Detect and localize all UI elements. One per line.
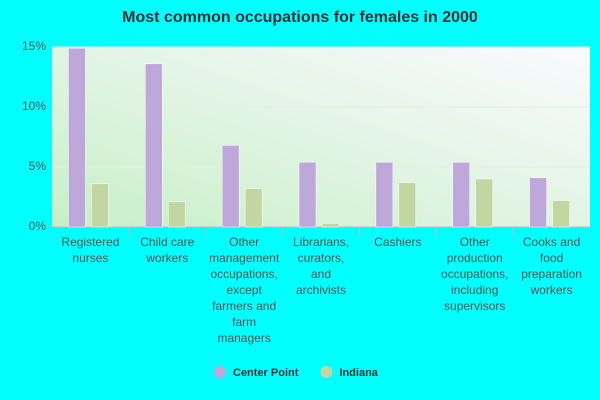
x-tick-label: Librarians, curators, and archivists [293, 235, 349, 297]
bar [168, 201, 186, 228]
legend-marker [214, 366, 226, 378]
x-tick-label: Cooks and food preparation workers [521, 235, 582, 297]
legend-label: Indiana [339, 367, 378, 379]
y-tick-label: 10% [22, 99, 46, 113]
bar [452, 161, 470, 228]
bar [68, 47, 86, 228]
bar [91, 183, 109, 228]
x-tick-label: Registered nurses [61, 235, 119, 265]
bar [298, 161, 317, 228]
plot-area [52, 47, 590, 227]
bar [375, 161, 394, 228]
bar [475, 178, 493, 228]
bar [398, 182, 417, 228]
legend-marker [320, 366, 333, 378]
x-tick-label: Cashiers [374, 235, 421, 249]
y-tick-label: 5% [29, 159, 47, 173]
bar [221, 145, 240, 228]
y-tick-label: 15% [22, 39, 46, 53]
y-tick-label: 0% [29, 219, 47, 233]
bar [244, 188, 263, 228]
x-tick-label: Child care workers [140, 235, 194, 265]
bar [321, 223, 340, 228]
legend-label: Center Point [233, 367, 299, 379]
bar [145, 63, 163, 228]
bar [529, 177, 547, 228]
bar [552, 200, 570, 228]
x-tick-label: Other management occupations, except farmers… [209, 235, 280, 345]
x-tick-label: Other production occupations, including supe… [441, 235, 508, 313]
chart-title: Most common occupations for females in 2… [122, 9, 478, 26]
